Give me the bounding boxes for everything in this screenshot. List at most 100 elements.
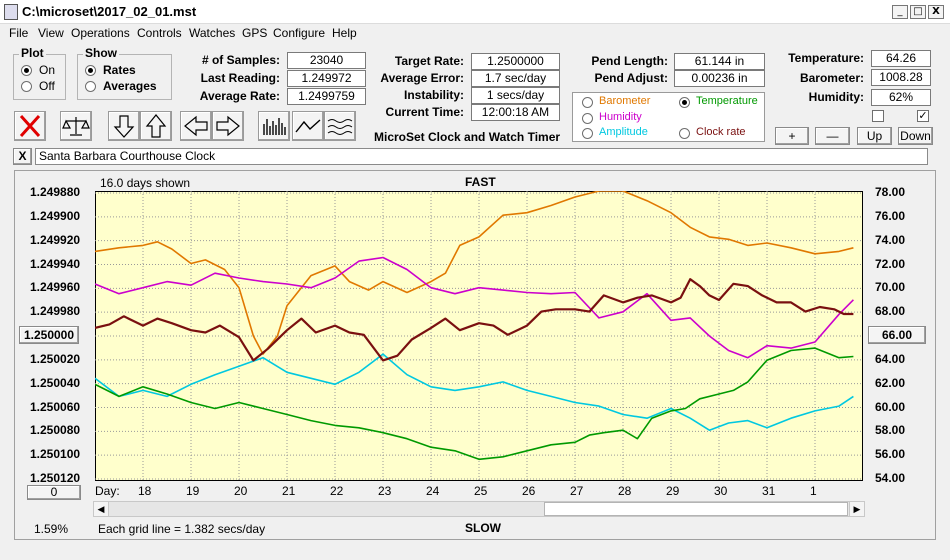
samples-label: # of Samples: <box>201 53 280 67</box>
scale-up-button[interactable]: Up <box>857 127 892 145</box>
show-group <box>77 54 172 100</box>
humidity-option-label: Humidity <box>599 111 642 123</box>
barometer-radio[interactable] <box>582 97 593 108</box>
gridlines <box>95 191 863 481</box>
minimize-button[interactable]: _ <box>892 5 908 19</box>
right-tick-label: 68.00 <box>875 304 906 319</box>
clear-name-button[interactable]: X <box>13 148 32 165</box>
plot-off-label: Off <box>39 79 55 93</box>
offset-button[interactable]: 0 <box>27 485 81 500</box>
temperature-option-label: Temperature <box>696 95 758 107</box>
arrow-down-button[interactable] <box>108 111 140 141</box>
fast-label: FAST <box>465 175 496 189</box>
target-rate-value[interactable]: 1.2500000 <box>471 53 560 70</box>
x-tick-label: 31 <box>762 484 776 498</box>
scroll-left-icon[interactable]: ◀ <box>94 502 109 516</box>
show-averages-label: Averages <box>103 79 157 93</box>
scroll-thumb[interactable] <box>544 502 848 516</box>
show-rates-label: Rates <box>103 63 136 77</box>
scale-plus-button[interactable]: + <box>775 127 809 145</box>
menu-controls[interactable]: Controls <box>137 26 182 40</box>
average-rate-label: Average Rate: <box>199 89 280 103</box>
x-tick-label: 30 <box>714 484 728 498</box>
x-tick-label: 21 <box>282 484 296 498</box>
right-tick-label: 60.00 <box>875 399 906 414</box>
show-rates-radio[interactable] <box>85 65 96 76</box>
x-tick-label: 23 <box>378 484 392 498</box>
left-tick-label: 1.250040 <box>30 375 81 390</box>
series-line <box>95 278 854 362</box>
option-checkbox-2[interactable]: ✓ <box>917 110 929 122</box>
arrow-down-icon <box>113 115 135 138</box>
arrow-left-icon <box>184 115 208 137</box>
wave-icon <box>327 119 353 135</box>
plot-group <box>13 54 66 100</box>
window-title: C:\microset\2017_02_01.mst <box>22 4 197 19</box>
left-tick-label: 1.249920 <box>30 232 81 247</box>
left-tick-label: 1.250080 <box>30 423 81 438</box>
show-averages-radio[interactable] <box>85 81 96 92</box>
menu-gps[interactable]: GPS <box>242 26 268 40</box>
series-line <box>95 256 854 359</box>
menu-bar: File View Operations Controls Watches GP… <box>0 24 950 42</box>
close-button[interactable]: X <box>928 5 944 19</box>
histogram-button[interactable] <box>258 111 290 141</box>
x-tick-label: 18 <box>138 484 152 498</box>
arrow-up-icon <box>145 114 167 138</box>
horizontal-scrollbar[interactable]: ◀ ▶ <box>93 501 865 517</box>
left-tick-label: 1.250060 <box>30 399 81 414</box>
clock-name-field[interactable]: Santa Barbara Courthouse Clock <box>35 148 928 165</box>
plot-frame <box>14 170 936 540</box>
current-time-label: Current Time: <box>385 105 464 119</box>
right-tick-label: 70.00 <box>875 280 906 295</box>
barometer-label: Barometer: <box>799 71 864 85</box>
current-time-value: 12:00:18 AM <box>471 104 560 121</box>
option-checkbox-1[interactable] <box>872 110 884 122</box>
arrow-up-button[interactable] <box>140 111 172 141</box>
average-error-value: 1.7 sec/day <box>471 70 560 87</box>
plot-off-radio[interactable] <box>21 81 32 92</box>
scale-down-button[interactable]: Down <box>898 127 933 145</box>
menu-watches[interactable]: Watches <box>189 26 236 40</box>
title-bar: C:\microset\2017_02_01.mst _ □ X <box>0 0 950 24</box>
scroll-right-icon[interactable]: ▶ <box>849 502 864 516</box>
menu-operations[interactable]: Operations <box>71 26 130 40</box>
amplitude-option-label: Amplitude <box>599 126 648 138</box>
temperature-radio[interactable] <box>679 97 690 108</box>
humidity-value: 62% <box>871 89 931 106</box>
clear-icon <box>19 114 41 138</box>
right-tick-label: 58.00 <box>875 423 906 438</box>
menu-help[interactable]: Help <box>332 26 357 40</box>
line-plot-button[interactable] <box>292 111 324 141</box>
x-tick-label: 26 <box>522 484 536 498</box>
balance-button[interactable] <box>60 111 92 141</box>
pend-length-value[interactable]: 61.144 in <box>674 53 765 70</box>
last-reading-value: 1.249972 <box>287 70 366 87</box>
left-tick-label: 1.250120 <box>30 471 81 485</box>
humidity-radio[interactable] <box>582 113 593 124</box>
left-tick-label: 1.249980 <box>30 304 81 319</box>
left-tick-label: 1.249880 <box>30 185 81 199</box>
plot-on-radio[interactable] <box>21 65 32 76</box>
clear-button[interactable] <box>14 111 46 141</box>
amplitude-radio[interactable] <box>582 128 593 139</box>
series-line <box>95 191 854 355</box>
right-tick-label: 74.00 <box>875 232 906 247</box>
center-secondary-button[interactable]: 66.00 <box>868 326 926 344</box>
arrow-right-button[interactable] <box>212 111 244 141</box>
restore-button[interactable]: □ <box>910 5 926 19</box>
center-rate-button[interactable]: 1.250000 <box>19 326 79 344</box>
x-tick-label: 19 <box>186 484 200 498</box>
menu-view[interactable]: View <box>38 26 64 40</box>
wave-button[interactable] <box>324 111 356 141</box>
menu-file[interactable]: File <box>9 26 29 40</box>
clock-rate-radio[interactable] <box>679 128 690 139</box>
plot-on-label: On <box>39 63 56 77</box>
x-tick-label: 27 <box>570 484 584 498</box>
scale-minus-button[interactable]: — <box>815 127 850 145</box>
arrow-left-button[interactable] <box>180 111 212 141</box>
left-tick-label: 1.249900 <box>30 208 81 223</box>
instability-value: 1 secs/day <box>471 87 560 104</box>
menu-configure[interactable]: Configure <box>273 26 326 40</box>
plot-group-title: Plot <box>19 46 46 60</box>
